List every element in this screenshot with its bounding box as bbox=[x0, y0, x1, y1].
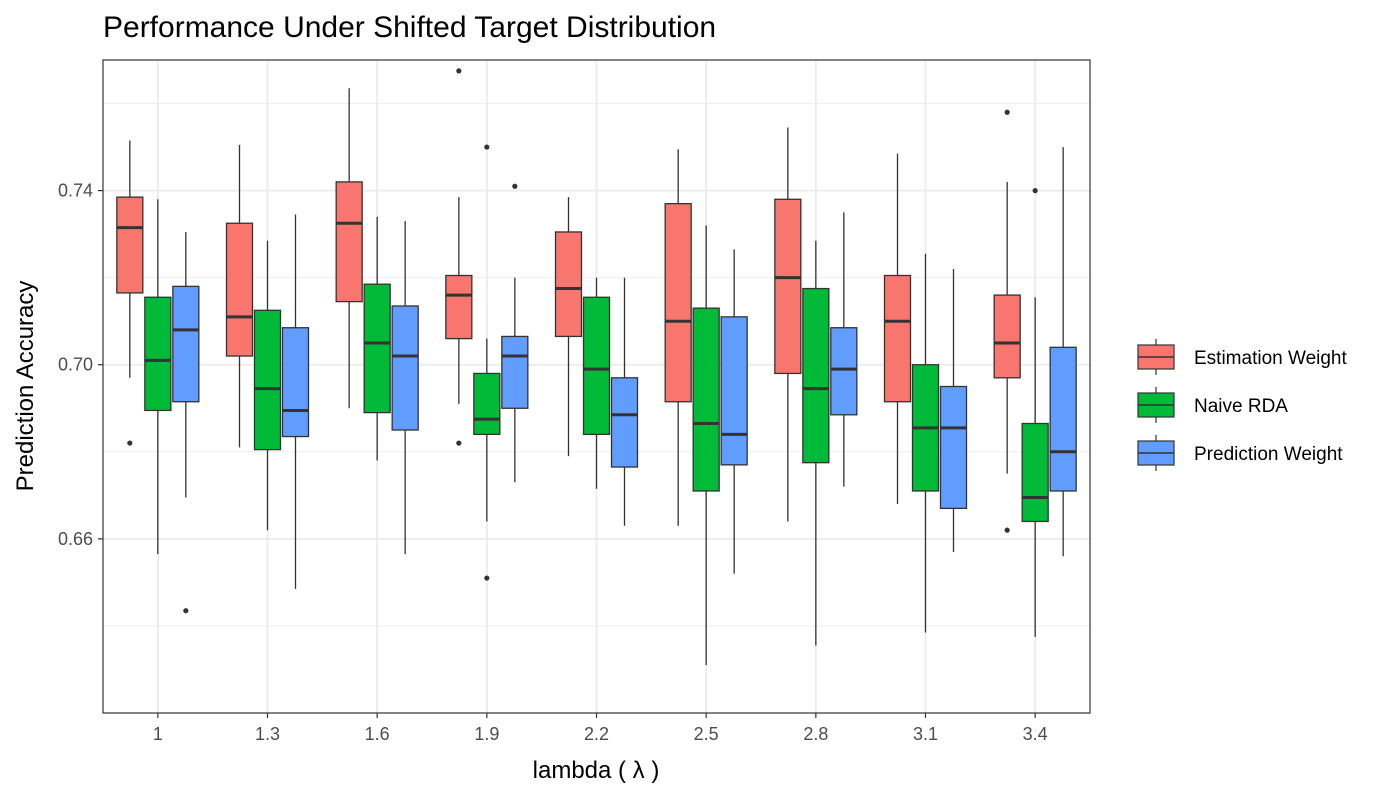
legend-label: Naive RDA bbox=[1194, 396, 1288, 417]
legend-label: Estimation Weight bbox=[1194, 348, 1347, 369]
box-estimation-weight-2.2 bbox=[554, 197, 583, 457]
box-naive-rda-3.1 bbox=[911, 253, 940, 633]
box-naive-rda-3.4 bbox=[1021, 188, 1049, 637]
box-body bbox=[445, 274, 473, 340]
box-naive-rda-1 bbox=[144, 199, 172, 555]
box-prediction-weight-1.6 bbox=[391, 221, 419, 555]
x-tick-label: 3.1 bbox=[913, 724, 938, 744]
box-body bbox=[720, 316, 748, 466]
box-estimation-weight-3.1 bbox=[883, 153, 912, 505]
box-body bbox=[172, 285, 200, 403]
box-body bbox=[939, 385, 968, 510]
box-body bbox=[582, 296, 611, 436]
outlier-point bbox=[484, 575, 490, 581]
outlier-point bbox=[484, 144, 490, 150]
chart-title: Performance Under Shifted Target Distrib… bbox=[103, 11, 716, 44]
y-tick-label: 0.70 bbox=[58, 355, 93, 375]
box-estimation-weight-1.9 bbox=[445, 68, 473, 446]
x-tick-label: 2.2 bbox=[584, 724, 609, 744]
box-prediction-weight-1.3 bbox=[281, 214, 310, 589]
box-body bbox=[473, 372, 501, 436]
x-tick-label: 1 bbox=[153, 724, 163, 744]
box-naive-rda-2.2 bbox=[582, 277, 611, 489]
box-estimation-weight-3.4 bbox=[993, 109, 1021, 533]
x-tick-label: 2.8 bbox=[803, 724, 828, 744]
outlier-point bbox=[127, 440, 133, 446]
box-body bbox=[363, 283, 391, 414]
box-body bbox=[802, 287, 830, 464]
box-body bbox=[253, 309, 282, 451]
box-estimation-weight-1.3 bbox=[225, 144, 254, 448]
y-tick-label: 0.74 bbox=[58, 181, 93, 201]
box-body bbox=[692, 307, 720, 492]
box-body bbox=[774, 198, 802, 375]
box-body bbox=[993, 294, 1021, 379]
box-body bbox=[830, 327, 858, 416]
box-prediction-weight-1 bbox=[172, 231, 200, 614]
box-estimation-weight-1 bbox=[116, 140, 144, 446]
box-body bbox=[225, 222, 254, 357]
box-estimation-weight-2.8 bbox=[774, 127, 802, 522]
box-body bbox=[281, 327, 310, 438]
outlier-point bbox=[512, 183, 518, 189]
x-tick-label: 2.5 bbox=[694, 724, 719, 744]
box-naive-rda-1.3 bbox=[253, 240, 282, 531]
y-axis-title: Prediction Accuracy bbox=[12, 281, 39, 492]
box-body bbox=[116, 196, 144, 294]
box-body bbox=[883, 274, 912, 403]
box-naive-rda-2.8 bbox=[802, 240, 830, 646]
x-tick-label: 1.3 bbox=[255, 724, 280, 744]
box-estimation-weight-1.6 bbox=[335, 88, 363, 409]
outlier-point bbox=[456, 68, 462, 74]
legend-item-naive-rda: Naive RDA bbox=[1137, 387, 1288, 423]
outlier-point bbox=[456, 440, 462, 446]
axis-layer: 0.66 0.70 0.74 1 1.3 1.6 1.9 2.2 2.5 2.8 3.1 3.4 bbox=[58, 181, 1048, 744]
box-body bbox=[501, 335, 529, 409]
box-prediction-weight-3.4 bbox=[1049, 147, 1077, 557]
box-prediction-weight-1.9 bbox=[501, 183, 529, 483]
box-body bbox=[391, 305, 419, 431]
outlier-point bbox=[183, 608, 189, 614]
box-prediction-weight-3.1 bbox=[939, 268, 968, 552]
box-prediction-weight-2.5 bbox=[720, 249, 748, 574]
box-naive-rda-1.6 bbox=[363, 216, 391, 461]
x-tick-label: 1.9 bbox=[474, 724, 499, 744]
box-prediction-weight-2.2 bbox=[610, 277, 639, 526]
box-body bbox=[1049, 346, 1077, 492]
x-axis-title: lambda ( λ ) bbox=[533, 757, 660, 784]
box-prediction-weight-2.8 bbox=[830, 212, 858, 487]
y-tick-label: 0.66 bbox=[58, 529, 93, 549]
box-layer bbox=[116, 68, 1077, 666]
box-body bbox=[664, 203, 692, 403]
box-body bbox=[554, 231, 583, 338]
box-body bbox=[144, 296, 172, 412]
box-naive-rda-1.9 bbox=[473, 144, 501, 581]
box-body bbox=[1021, 422, 1049, 523]
legend-item-prediction-weight: Prediction Weight bbox=[1137, 435, 1343, 471]
box-body bbox=[335, 181, 363, 303]
legend-item-estimation-weight: Estimation Weight bbox=[1137, 339, 1347, 375]
outlier-point bbox=[1004, 527, 1010, 533]
legend: Estimation Weight Naive RDA Prediction Wei… bbox=[1137, 339, 1347, 471]
x-tick-label: 1.6 bbox=[365, 724, 390, 744]
x-tick-label: 3.4 bbox=[1023, 724, 1048, 744]
outlier-point bbox=[1032, 188, 1038, 194]
box-estimation-weight-2.5 bbox=[664, 149, 692, 526]
outlier-point bbox=[1004, 109, 1010, 115]
box-naive-rda-2.5 bbox=[692, 225, 720, 666]
box-body bbox=[610, 377, 639, 468]
legend-label: Prediction Weight bbox=[1194, 444, 1343, 465]
